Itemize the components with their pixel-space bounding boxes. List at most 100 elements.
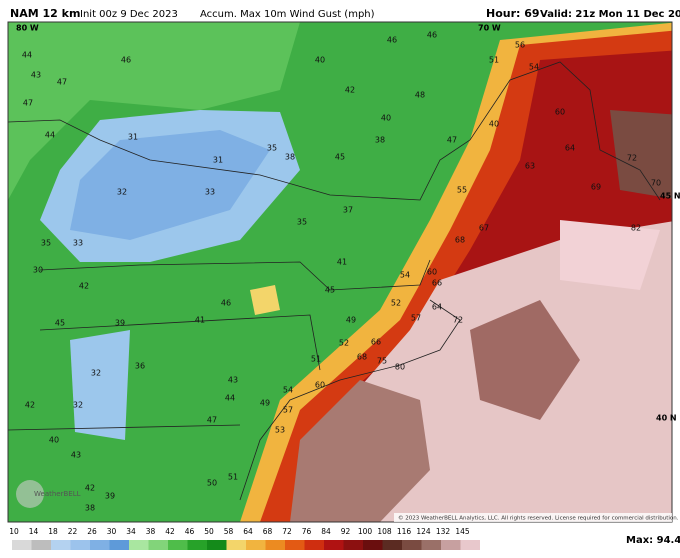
map-value: 70 xyxy=(651,179,661,188)
map-value: 64 xyxy=(432,303,442,312)
colorbar-label: 124 xyxy=(416,527,431,536)
model: NAM 12 km xyxy=(10,7,80,20)
colorbar-label: 92 xyxy=(341,527,351,536)
colorbar-box xyxy=(207,540,227,550)
map-value: 72 xyxy=(453,316,463,325)
colorbar: 10 14 18 22 26 30 34 38 42 46 50 58 64 68 72 76 84 92 100 1… xyxy=(9,527,480,550)
map-value: 35 xyxy=(41,239,51,248)
map-value: 40 xyxy=(49,436,59,445)
map-value: 47 xyxy=(57,78,67,87)
map-value: 33 xyxy=(73,239,83,248)
map-value: 43 xyxy=(31,71,41,80)
map-value: 43 xyxy=(71,451,81,460)
map-value: 82 xyxy=(631,224,641,233)
map-value: 49 xyxy=(260,399,270,408)
map-value: 33 xyxy=(205,188,215,197)
colorbar-label: 58 xyxy=(224,527,234,536)
colorbar-label: 100 xyxy=(358,527,373,536)
colorbar-label: 132 xyxy=(436,527,451,536)
colorbar-label: 68 xyxy=(263,527,273,536)
map-value: 46 xyxy=(427,31,437,40)
colorbar-box xyxy=(31,540,51,550)
map-value: 38 xyxy=(85,504,95,513)
colorbar-label: 22 xyxy=(68,527,78,536)
map-value: 68 xyxy=(455,236,465,245)
map-value: 72 xyxy=(627,154,637,163)
brown-patch xyxy=(610,110,672,199)
grid-label: 80 W xyxy=(16,24,39,33)
colorbar-label: 18 xyxy=(48,527,58,536)
ocean-brown xyxy=(290,380,430,522)
map-value: 45 xyxy=(55,319,65,328)
colorbar-label: 34 xyxy=(126,527,136,536)
map-value: 44 xyxy=(45,131,55,140)
colorbar-label: 72 xyxy=(282,527,292,536)
map-value: 66 xyxy=(432,279,442,288)
map-value: 55 xyxy=(457,186,467,195)
map-value: 42 xyxy=(25,401,35,410)
valid: Valid: 21z Mon 11 Dec 2023 xyxy=(540,9,680,20)
map-value: 30 xyxy=(33,266,43,275)
map-value: 44 xyxy=(225,394,235,403)
region-blue-dark xyxy=(70,130,270,240)
colorbar-box xyxy=(343,540,363,550)
grid-label: 45 N xyxy=(660,192,680,201)
colorbar-box xyxy=(51,540,71,550)
map-value: 39 xyxy=(105,492,115,501)
map: 44 47 46 43 47 44 31 31 33 35 38 45 32 33 35 30 42 45 39 41… xyxy=(7,21,680,523)
map-value: 52 xyxy=(391,299,401,308)
map-value: 54 xyxy=(400,271,410,280)
colorbar-box xyxy=(129,540,149,550)
yellow-patch xyxy=(250,285,280,315)
colorbar-box xyxy=(402,540,422,550)
map-value: 51 xyxy=(311,355,321,364)
init: Init 00z 9 Dec 2023 xyxy=(80,9,178,20)
map-value: 42 xyxy=(79,282,89,291)
colorbar-box xyxy=(187,540,207,550)
map-value: 43 xyxy=(228,376,238,385)
map-value: 45 xyxy=(325,286,335,295)
colorbar-box xyxy=(382,540,402,550)
map-value: 53 xyxy=(275,426,285,435)
map-frame xyxy=(7,21,673,523)
colorbar-box xyxy=(70,540,90,550)
map-value: 80 xyxy=(395,363,405,372)
copyright: © 2023 WeatherBELL Analytics, LLC. All r… xyxy=(398,515,679,522)
colorbar-label: 42 xyxy=(165,527,175,536)
colorbar-label: 14 xyxy=(29,527,39,536)
map-value: 47 xyxy=(207,416,217,425)
map-value: 50 xyxy=(207,479,217,488)
colorbar-box xyxy=(363,540,383,550)
colorbar-box xyxy=(226,540,246,550)
map-value: 47 xyxy=(23,99,33,108)
map-value: 32 xyxy=(91,369,101,378)
map-value: 41 xyxy=(337,258,347,267)
max-value: Max: 94.4 xyxy=(626,535,680,546)
field: Accum. Max 10m Wind Gust (mph) xyxy=(200,9,375,20)
logo: WeatherBELL xyxy=(34,490,81,498)
map-value: 48 xyxy=(415,91,425,100)
colorbar-box xyxy=(285,540,305,550)
colorbar-box xyxy=(441,540,461,550)
map-value: 38 xyxy=(285,153,295,162)
colorbar-label: 64 xyxy=(243,527,253,536)
colorbar-box xyxy=(168,540,188,550)
logo-circle xyxy=(16,480,44,508)
region xyxy=(8,22,300,200)
copyright-bg xyxy=(394,513,672,522)
map-value: 35 xyxy=(297,218,307,227)
map-value: 40 xyxy=(489,120,499,129)
ocean-brown xyxy=(470,300,580,420)
map-value: 45 xyxy=(335,153,345,162)
map-value: 75 xyxy=(377,357,387,366)
map-value: 37 xyxy=(343,206,353,215)
map-value: 51 xyxy=(228,473,238,482)
map-value: 38 xyxy=(375,136,385,145)
grid-label: 40 N xyxy=(656,414,677,423)
map-value: 67 xyxy=(479,224,489,233)
colorbar-label: 46 xyxy=(185,527,195,536)
map-value: 57 xyxy=(283,406,293,415)
map-value: 60 xyxy=(315,381,325,390)
region-blue xyxy=(70,330,130,440)
